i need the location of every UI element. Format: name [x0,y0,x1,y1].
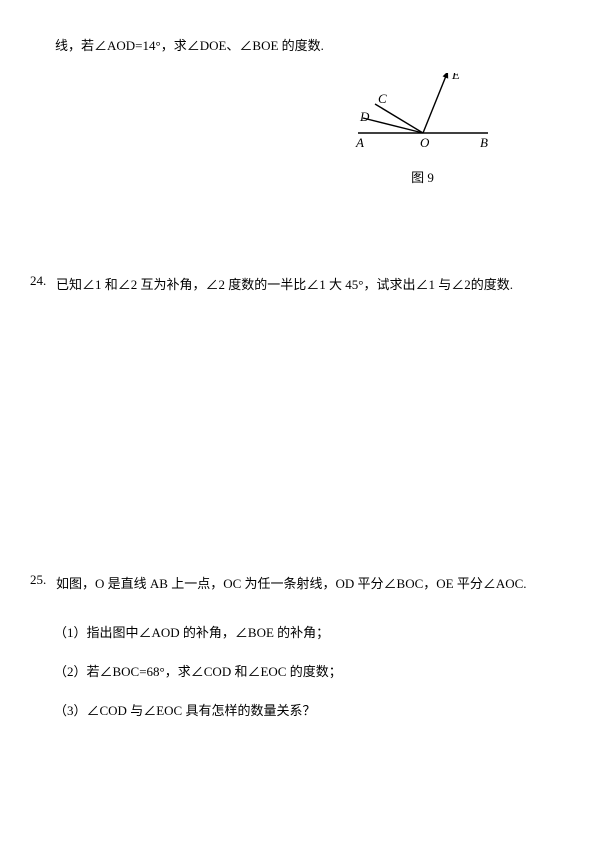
problem-24-text: 已知∠1 和∠2 互为补角，∠2 度数的一半比∠1 大 45°，试求出∠1 与∠… [56,265,545,304]
svg-text:O: O [420,135,430,148]
problem-24: 24. 已知∠1 和∠2 互为补角，∠2 度数的一半比∠1 大 45°，试求出∠… [30,265,545,304]
svg-text:C: C [378,91,387,106]
svg-text:A: A [355,135,364,148]
problem-24-number: 24. [30,265,56,304]
problem-25-sub1: （1）指出图中∠AOD 的补角，∠BOE 的补角； [54,613,545,652]
problem-25: 25. 如图，O 是直线 AB 上一点，OC 为任一条射线，OD 平分∠BOC，… [30,564,545,603]
problem-25-sub3: （3）∠COD 与∠EOC 具有怎样的数量关系？ [54,691,545,730]
svg-text:D: D [359,109,370,124]
problem-25-sub2: （2）若∠BOC=68°，求∠COD 和∠EOC 的度数； [54,652,545,691]
figure-9-svg: A O B DC E [353,73,493,148]
problem-25-intro: 如图，O 是直线 AB 上一点，OC 为任一条射线，OD 平分∠BOC，OE 平… [56,564,545,603]
fragment-line: 线，若∠AOD=14°，求∠DOE、∠BOE 的度数. [55,30,545,63]
figure-9-caption: 图 9 [353,162,493,195]
fragment-text: 线，若∠AOD=14°，求∠DOE、∠BOE 的度数. [55,38,324,53]
figure-9-wrap: A O B DC E 图 9 [30,73,545,195]
problem-25-number: 25. [30,564,56,603]
svg-text:B: B [480,135,488,148]
svg-text:E: E [451,73,460,82]
page: 线，若∠AOD=14°，求∠DOE、∠BOE 的度数. A O B DC E 图 9 2… [0,0,595,760]
figure-9: A O B DC E 图 9 [353,73,493,195]
spacer [30,314,545,564]
